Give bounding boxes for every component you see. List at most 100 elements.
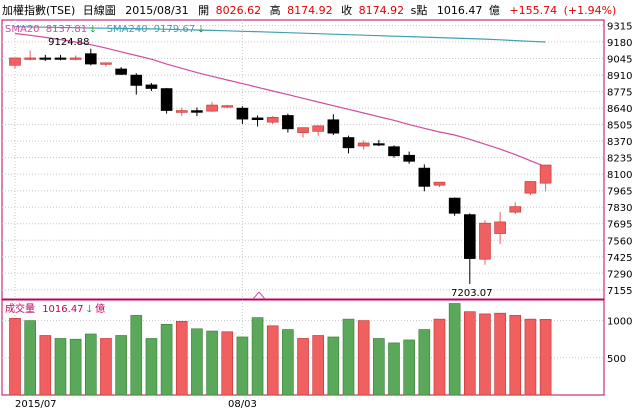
candle-body — [282, 115, 294, 130]
candle-body — [494, 221, 506, 234]
price-annotations: 9124.88 7203.07 — [48, 37, 492, 299]
volume-bar — [24, 320, 36, 396]
volume-bar — [175, 321, 188, 396]
volume-bar — [9, 318, 21, 396]
sma20-label: SMA20 — [5, 24, 40, 35]
candle-body — [100, 62, 112, 65]
volume-bar — [266, 325, 279, 396]
price-tick-label: 7965 — [607, 187, 632, 198]
candle — [54, 54, 67, 61]
volume-bar — [524, 318, 537, 396]
price-tick-label: 8775 — [607, 88, 632, 99]
volume-bar — [251, 317, 264, 396]
volume-tick-label: 1000 — [607, 317, 632, 328]
candle — [251, 115, 264, 127]
price-tick-label: 8235 — [607, 154, 632, 165]
candle — [69, 55, 82, 61]
candle-body — [9, 57, 21, 66]
candle — [145, 83, 158, 91]
volume-bar — [160, 324, 173, 396]
candle — [479, 220, 491, 265]
candle-body — [221, 105, 234, 108]
candle-body — [160, 88, 173, 111]
volume-legend-value: 1016.47 — [42, 304, 83, 315]
price-tick-label: 8505 — [607, 121, 632, 132]
volume-bar — [297, 338, 309, 396]
candle-body — [388, 146, 400, 157]
sma-legend: SMA20 8137.81 🡓 SMA240 9179.67 🡓 — [5, 24, 204, 35]
candle — [342, 135, 355, 154]
sma20-line — [14, 32, 546, 168]
price-tick-label: 8100 — [607, 170, 632, 181]
candle — [509, 202, 522, 214]
volume-bar — [115, 335, 127, 396]
unit-label: s點 — [411, 4, 428, 17]
candle-body — [24, 57, 36, 60]
volume-label: 成交量 — [5, 302, 35, 315]
candle-body — [39, 57, 52, 60]
candle — [39, 54, 52, 61]
candle — [100, 62, 112, 67]
index-name: 加權指數(TSE) — [2, 3, 75, 17]
header-line: 加權指數(TSE) 日線圖 2015/08/31 開 8026.62 高 817… — [2, 3, 616, 17]
price-frame — [1, 19, 605, 300]
volume-legend-unit: 億 — [95, 302, 105, 315]
x-tick-label: 2015/07 — [15, 399, 57, 410]
candle-body — [418, 167, 431, 187]
open-label: 開 — [198, 4, 209, 17]
sma240-line — [14, 26, 546, 43]
close-label: 收 — [341, 3, 352, 17]
volume-bar — [433, 318, 446, 396]
candle — [357, 140, 370, 150]
volume-bar — [509, 315, 522, 396]
price-tick-label: 7560 — [607, 236, 632, 247]
candle-body — [448, 197, 461, 214]
candle — [373, 139, 385, 147]
candle-body — [266, 116, 279, 123]
volume-bar — [39, 335, 52, 396]
close-value: 8174.92 — [359, 4, 405, 17]
sma240-value: 9179.67 — [154, 24, 195, 35]
open-value: 8026.62 — [216, 4, 262, 17]
price-tick-label: 9315 — [607, 22, 632, 33]
candle-body — [85, 53, 97, 65]
candle — [130, 73, 143, 95]
candle — [282, 113, 294, 133]
period-marker — [252, 291, 266, 300]
volume-bar — [327, 336, 340, 396]
price-tick-label: 7155 — [607, 286, 632, 297]
candle — [433, 181, 446, 188]
price-axis: 9315 9180 9045 8910 8775 8640 8505 8370 8235 8100… — [607, 22, 632, 297]
candle-body — [524, 181, 537, 194]
volume-pane: 1000 500 成交量 1016.47 🡓 億 — [1, 299, 632, 396]
high-value: 8174.92 — [287, 4, 333, 17]
volume-bar — [373, 338, 385, 396]
candle-body — [191, 110, 203, 113]
price-tick-label: 8910 — [607, 71, 632, 82]
price-tick-label: 7695 — [607, 220, 632, 231]
volume-value: 1016.47 — [437, 4, 483, 17]
price-tick-label: 7425 — [607, 253, 632, 264]
x-tick-label: 08/03 — [228, 399, 257, 410]
candle-body — [236, 107, 249, 120]
candle-body — [312, 125, 325, 132]
candle — [9, 57, 21, 69]
candle-body — [509, 206, 522, 213]
x-axis: 2015/07 08/03 — [15, 399, 257, 410]
candle-body — [539, 164, 552, 184]
price-annotation: 9124.88 — [48, 37, 89, 48]
candles — [9, 48, 552, 284]
candle — [539, 164, 552, 192]
candle-body — [251, 117, 264, 121]
sma240-label: SMA240 — [107, 24, 148, 35]
candle — [160, 87, 173, 114]
volume-bar — [282, 329, 294, 396]
price-tick-label: 8640 — [607, 104, 632, 115]
price-tick-label: 7830 — [607, 203, 632, 214]
candle-body — [403, 154, 415, 162]
volume-bars — [9, 303, 552, 396]
candle — [463, 213, 476, 284]
volume-bar — [54, 338, 67, 396]
candle-body — [479, 222, 491, 260]
candle-body — [463, 214, 476, 259]
